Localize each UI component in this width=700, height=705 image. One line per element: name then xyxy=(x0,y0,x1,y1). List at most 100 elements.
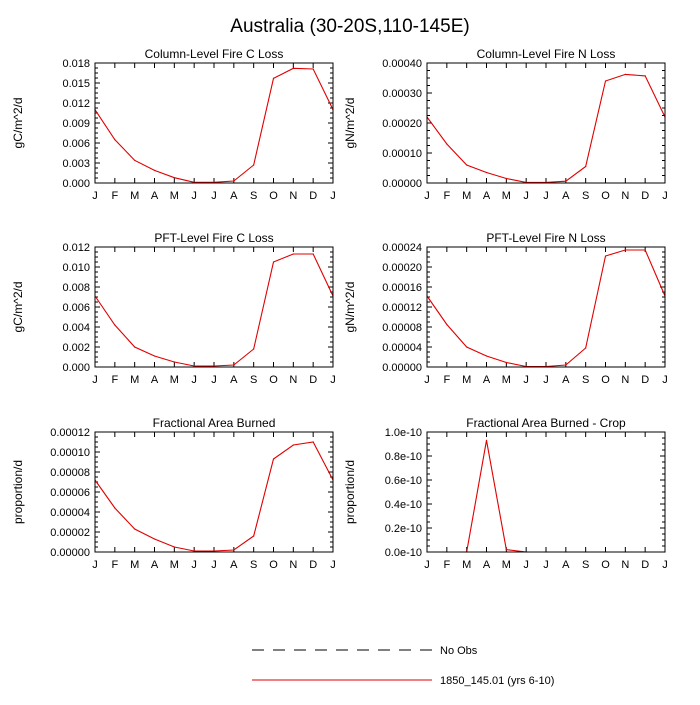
y-tick-label: 0.4e-10 xyxy=(385,499,422,511)
panel-title: Fractional Area Burned - Crop xyxy=(466,416,626,430)
data-point xyxy=(505,361,507,364)
data-point xyxy=(153,169,156,171)
plot-frame xyxy=(426,246,666,368)
y-tick-label: 0.00016 xyxy=(382,282,422,294)
panel-6: Fractional Area Burned - Crop proportion/… xyxy=(343,416,668,571)
data-point xyxy=(114,139,116,141)
panel-title: PFT-Level Fire C Loss xyxy=(154,231,273,245)
y-tick-label: 0.8e-10 xyxy=(385,451,422,463)
x-tick-label: M xyxy=(462,559,471,571)
x-tick-label: J xyxy=(92,190,98,202)
x-tick-label: J xyxy=(543,190,549,202)
x-tick-label: J xyxy=(543,559,549,571)
x-tick-label: A xyxy=(562,190,570,202)
x-tick-label: M xyxy=(502,190,511,202)
data-point xyxy=(312,68,314,70)
plot-frame xyxy=(94,246,334,368)
x-tick-label: M xyxy=(170,374,179,386)
x-tick-label: F xyxy=(111,190,118,202)
data-point xyxy=(624,249,626,251)
panel-4: PFT-Level Fire N Loss gN/m^2/d 0.00000 0.00… xyxy=(343,231,668,386)
data-point xyxy=(565,364,567,366)
data-point xyxy=(193,365,195,367)
x-tick-label: N xyxy=(621,374,629,386)
y-tick-label: 0.012 xyxy=(62,242,90,254)
y-tick-label: 0.008 xyxy=(62,282,90,294)
y-tick-label: 0.00008 xyxy=(382,322,422,334)
series-line xyxy=(94,253,334,367)
x-tick-label: N xyxy=(621,559,629,571)
data-point xyxy=(233,549,235,551)
figure-title: Australia (30-20S,110-145E) xyxy=(230,16,469,37)
y-tick-label: 0.006 xyxy=(62,138,90,150)
x-tick-label: J xyxy=(191,190,197,202)
data-point xyxy=(505,549,507,551)
y-tick-label: 0.010 xyxy=(62,262,90,274)
data-point xyxy=(485,171,488,174)
data-point xyxy=(272,261,275,263)
x-tick-label: D xyxy=(641,374,649,386)
panel-3: PFT-Level Fire C Loss gC/m^2/d 0.000 0.002 0… xyxy=(11,231,336,386)
x-tick-label: S xyxy=(582,559,589,571)
plot-frame xyxy=(94,431,334,553)
data-point xyxy=(466,164,468,166)
x-tick-label: F xyxy=(443,374,450,386)
x-tick-label: S xyxy=(250,374,257,386)
x-tick-label: J xyxy=(424,559,430,571)
x-tick-label: D xyxy=(309,559,317,571)
y-tick-label: 0.00004 xyxy=(382,342,422,354)
x-tick-label: A xyxy=(151,374,159,386)
legend: No Obs 1850_145.01 (yrs 6-10) xyxy=(252,645,554,687)
data-point xyxy=(233,364,235,366)
x-tick-label: S xyxy=(250,559,257,571)
x-tick-label: J xyxy=(211,374,217,386)
y-tick-label: 0.0e-10 xyxy=(385,547,422,559)
y-tick-label: 0.004 xyxy=(62,322,90,334)
series-line xyxy=(426,249,666,368)
y-axis-label: gN/m^2/d xyxy=(343,98,357,149)
y-tick-label: 0.00020 xyxy=(382,262,422,274)
data-point xyxy=(193,550,195,552)
x-tick-label: M xyxy=(130,559,139,571)
x-tick-label: J xyxy=(211,190,217,202)
y-tick-label: 0.00020 xyxy=(382,118,422,130)
y-tick-label: 0.009 xyxy=(62,118,90,130)
data-point xyxy=(153,538,156,540)
data-point xyxy=(134,346,136,348)
x-tick-label: J xyxy=(523,190,529,202)
panels: Column-Level Fire C Loss gC/m^2/d 0.000 0.0… xyxy=(11,47,668,571)
x-tick-label: N xyxy=(621,190,629,202)
x-tick-label: S xyxy=(582,190,589,202)
plot-frame xyxy=(426,62,666,184)
data-point xyxy=(585,347,587,349)
y-tick-label: 0.00010 xyxy=(50,447,90,459)
x-tick-label: D xyxy=(641,190,649,202)
x-tick-label: J xyxy=(92,559,98,571)
x-tick-label: J xyxy=(330,374,336,386)
x-tick-label: D xyxy=(641,559,649,571)
data-point xyxy=(153,355,156,357)
data-point xyxy=(173,546,175,548)
data-point xyxy=(644,75,646,77)
y-tick-label: 0.6e-10 xyxy=(385,475,422,487)
data-point xyxy=(134,159,136,161)
panel-2: Column-Level Fire N Loss gN/m^2/d 0.00000 0… xyxy=(343,47,668,202)
y-tick-label: 0.003 xyxy=(62,158,90,170)
series-line xyxy=(427,440,665,553)
x-tick-label: A xyxy=(230,559,238,571)
x-tick-label: J xyxy=(424,374,430,386)
data-point xyxy=(446,323,448,326)
x-tick-label: A xyxy=(483,559,491,571)
panel-title: Fractional Area Burned xyxy=(153,416,276,430)
data-point xyxy=(114,507,116,509)
series-line xyxy=(94,441,334,552)
x-tick-label: O xyxy=(269,190,278,202)
y-tick-label: 0.00010 xyxy=(382,148,422,160)
panel-5: Fractional Area Burned proportion/d 0.0000… xyxy=(11,416,336,571)
data-point xyxy=(644,249,646,251)
data-point xyxy=(604,255,607,257)
data-point xyxy=(312,253,314,255)
x-tick-label: N xyxy=(289,374,297,386)
panel-1: Column-Level Fire C Loss gC/m^2/d 0.000 0.0… xyxy=(11,47,336,202)
y-tick-label: 0.00000 xyxy=(382,178,422,190)
